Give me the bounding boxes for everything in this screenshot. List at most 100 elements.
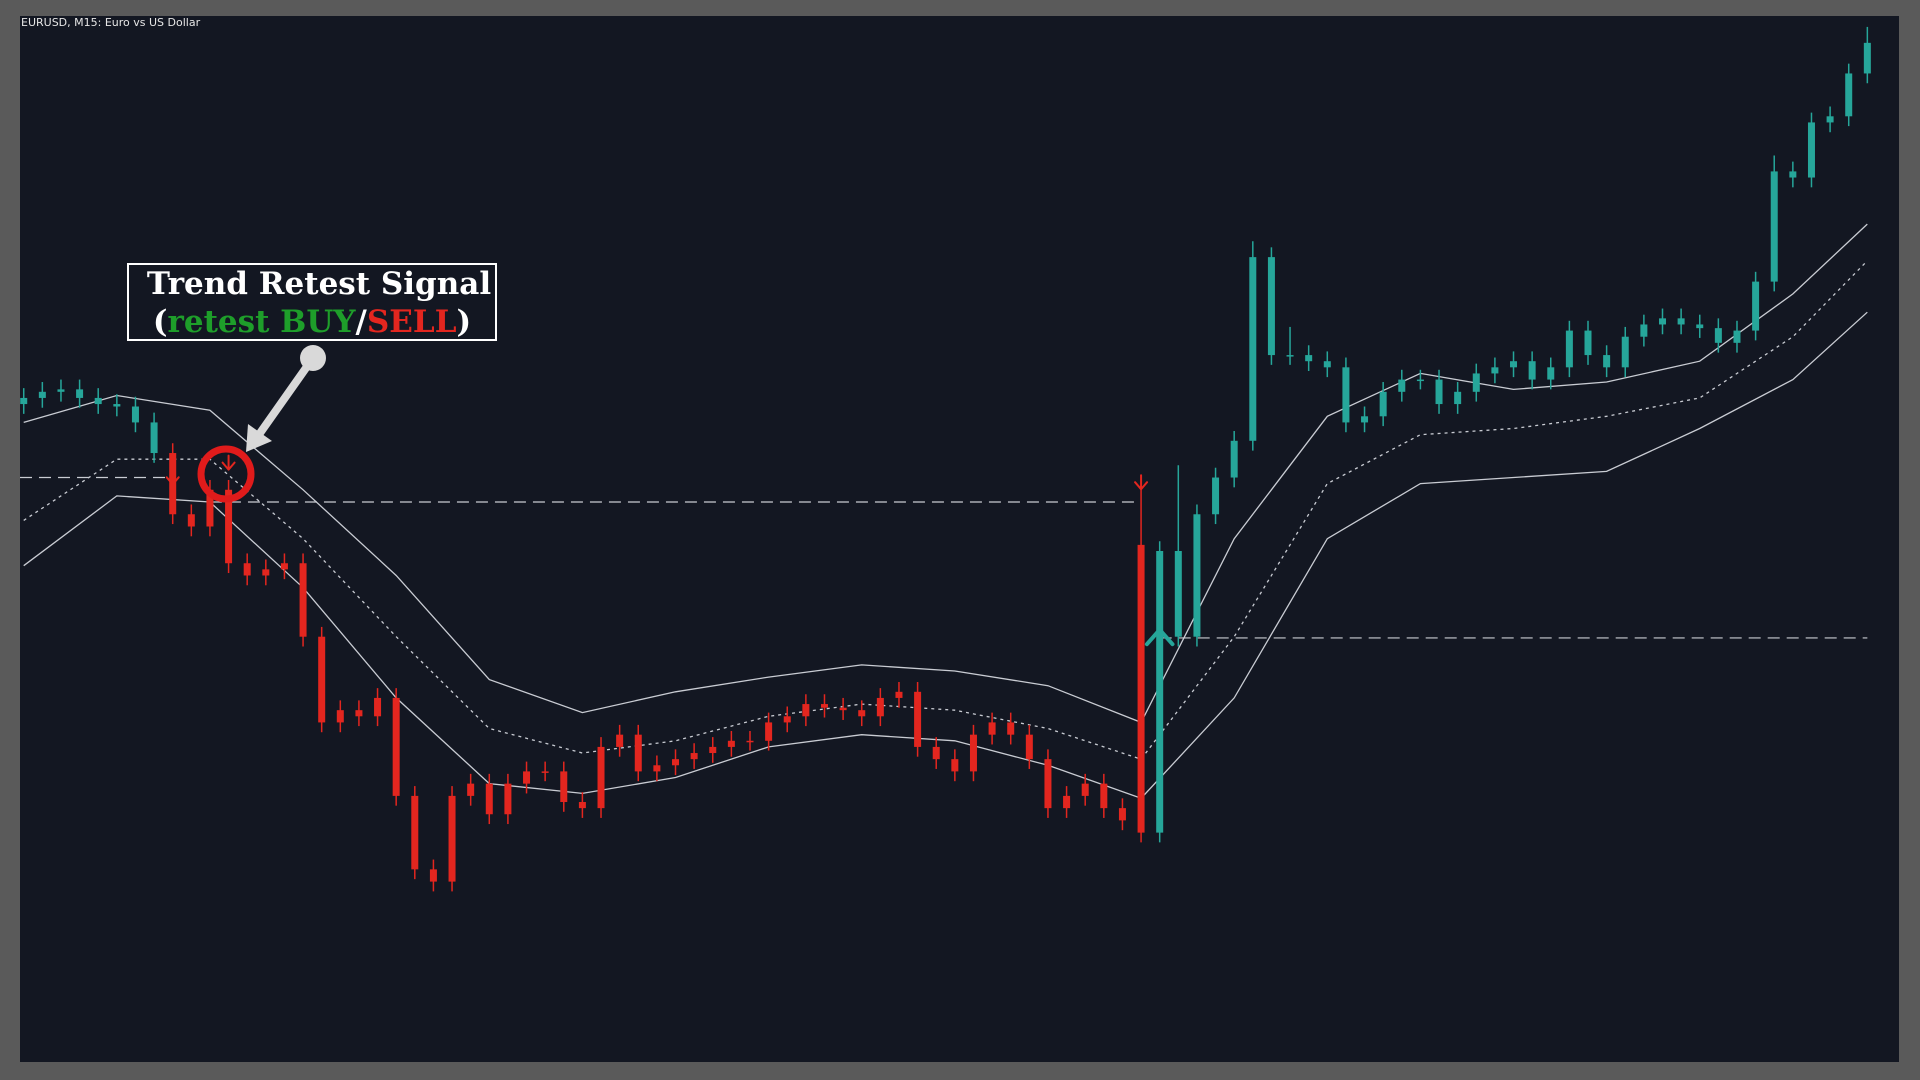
- candle-body: [485, 783, 493, 815]
- pointer-head: [246, 424, 272, 452]
- candle-body: [1752, 281, 1760, 331]
- candle-body: [1733, 330, 1741, 343]
- band-line: [23, 223, 1868, 724]
- candle-body: [578, 802, 586, 809]
- candle-body: [1118, 808, 1126, 821]
- candle-body: [1174, 550, 1182, 637]
- band-line: [23, 260, 1868, 760]
- candle-body: [206, 489, 214, 527]
- signal-arrow: [221, 454, 236, 471]
- candle-body: [858, 710, 866, 717]
- candle-body: [1845, 73, 1853, 117]
- candle-body: [467, 783, 475, 796]
- candle-body: [504, 783, 512, 815]
- candle-body: [672, 759, 680, 766]
- candle-body: [895, 691, 903, 698]
- candle-body: [1286, 355, 1294, 357]
- candle-body: [280, 563, 288, 570]
- candle-body: [225, 489, 233, 564]
- candle-body: [1267, 257, 1275, 356]
- candle-body: [1789, 171, 1797, 178]
- candle-body: [1342, 367, 1350, 423]
- candle-body: [1714, 328, 1722, 343]
- candle-body: [1547, 367, 1555, 380]
- candle-body: [448, 795, 456, 882]
- candle-body: [1063, 795, 1071, 809]
- candle-body: [634, 734, 642, 772]
- candle-body: [1510, 361, 1518, 368]
- candle-body: [20, 397, 28, 405]
- chart-title: EURUSD, M15: Euro vs US Dollar: [21, 16, 201, 29]
- candle-body: [150, 422, 158, 454]
- candle-body: [560, 771, 568, 803]
- candle-body: [1863, 42, 1871, 74]
- annotation-part: SELL: [367, 304, 457, 340]
- candle-body: [988, 722, 996, 735]
- candle-body: [1454, 391, 1462, 405]
- candle-body: [411, 795, 419, 870]
- candle-body: [783, 716, 791, 723]
- candle-body: [1584, 330, 1592, 356]
- annotation-subtitle: (retest BUY/SELL): [153, 304, 471, 340]
- candle-body: [76, 389, 84, 398]
- candle-body: [1025, 734, 1033, 760]
- candle-body: [1696, 324, 1704, 329]
- annotation-part: (: [153, 304, 168, 340]
- annotation-part: retest BUY: [168, 304, 357, 340]
- candle-body: [1379, 391, 1387, 417]
- candle-body: [709, 746, 717, 754]
- candle-body: [1603, 355, 1611, 368]
- candle-body: [355, 710, 363, 717]
- candle-body: [1398, 379, 1406, 392]
- candle-body: [131, 406, 139, 423]
- candle-body: [802, 704, 810, 717]
- candle-body: [1249, 257, 1257, 441]
- annotation-part: ): [456, 304, 471, 340]
- candle-body: [392, 697, 400, 796]
- candle-body: [1044, 759, 1052, 809]
- candle-body: [374, 697, 382, 717]
- candle-body: [1826, 116, 1834, 123]
- candle-body: [262, 569, 270, 576]
- annotation-box: [127, 263, 497, 341]
- candle-body: [94, 397, 102, 405]
- candle-body: [1472, 373, 1480, 392]
- candle-body: [243, 563, 251, 576]
- candle-body: [597, 746, 605, 809]
- chart-area: [20, 16, 1899, 1062]
- signal-arrow: [165, 469, 180, 486]
- pointer-dot: [300, 345, 326, 371]
- highlight-circle: [197, 445, 255, 503]
- candle-body: [746, 740, 754, 743]
- candle-body: [1193, 514, 1201, 637]
- candle-body: [839, 707, 847, 711]
- candle-body: [765, 722, 773, 741]
- candle-body: [1491, 367, 1499, 374]
- candle-body: [1100, 783, 1108, 809]
- candle-body: [1305, 355, 1313, 362]
- candle-body: [1528, 361, 1536, 380]
- candle-body: [914, 691, 922, 747]
- candle-body: [932, 746, 940, 760]
- candle-body: [1565, 330, 1573, 368]
- candle-body: [1640, 324, 1648, 337]
- candle-body: [1770, 171, 1778, 282]
- band-line: [23, 311, 1868, 800]
- pointer-arrow: [254, 354, 317, 440]
- candle-body: [1230, 440, 1238, 478]
- candle-body: [876, 697, 884, 717]
- candle-body: [1416, 379, 1424, 382]
- candle-body: [1361, 416, 1369, 423]
- candle-body: [1621, 336, 1629, 368]
- candle-body: [1156, 550, 1164, 833]
- candle-body: [523, 771, 531, 784]
- candle-body: [653, 765, 661, 772]
- candle-body: [820, 704, 828, 708]
- candle-body: [429, 869, 437, 882]
- annotation-part: /: [356, 304, 368, 340]
- candle-body: [1212, 477, 1220, 515]
- candle-body: [1658, 318, 1666, 325]
- candle-body: [541, 771, 549, 773]
